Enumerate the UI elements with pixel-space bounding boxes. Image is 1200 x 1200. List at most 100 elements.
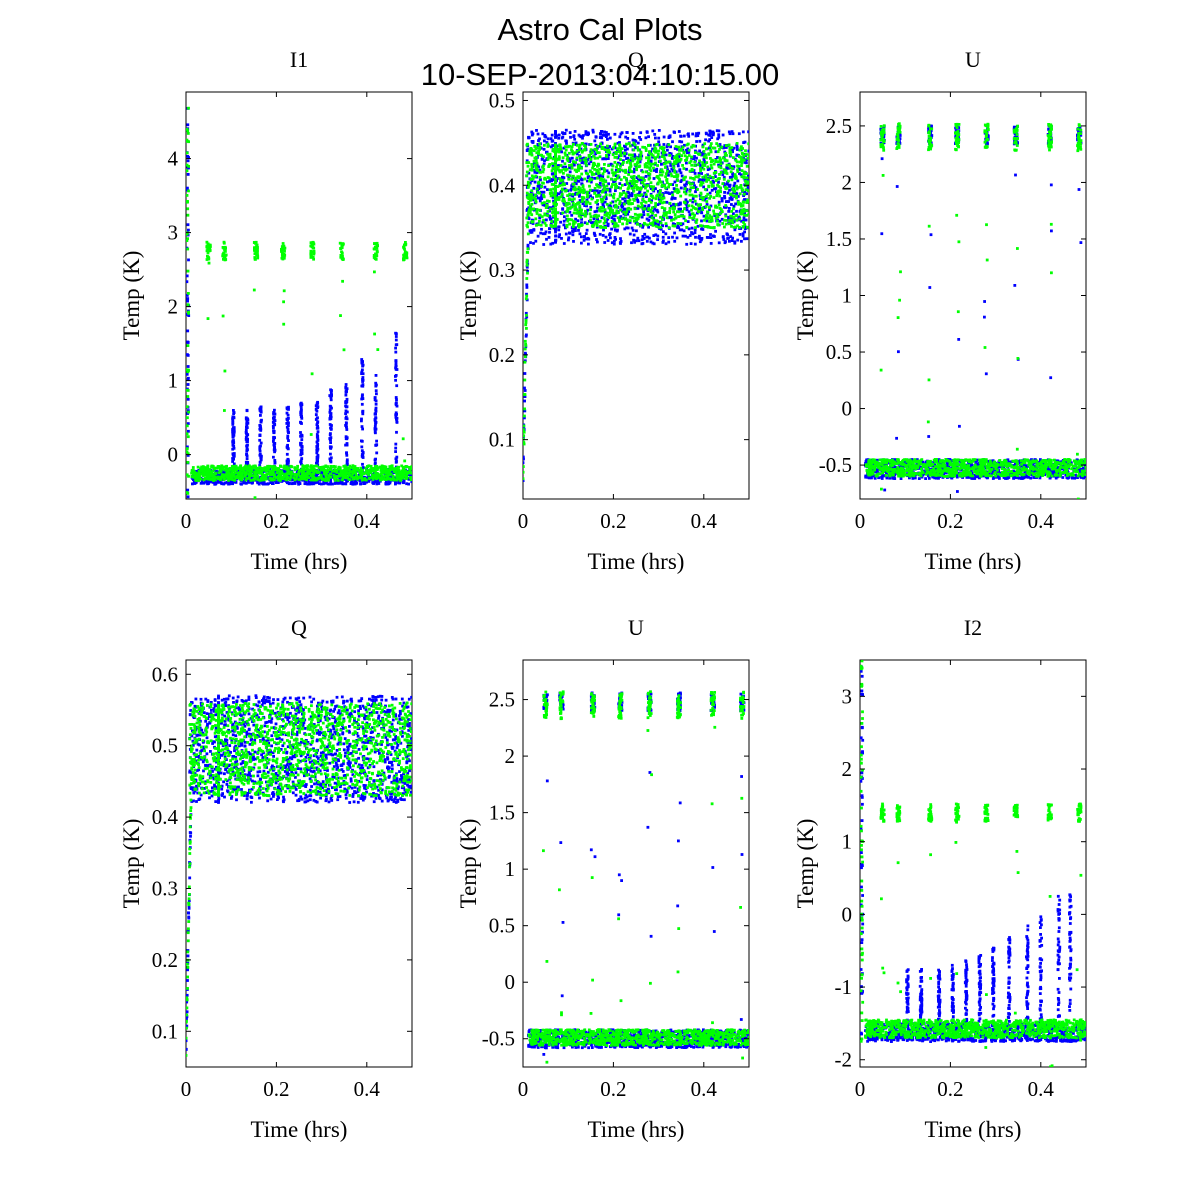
data-point-blue	[548, 230, 551, 234]
data-point-green	[747, 153, 749, 157]
data-point-blue	[374, 402, 378, 406]
data-point-green	[635, 166, 638, 170]
data-point-green	[304, 475, 308, 479]
data-point-blue	[315, 458, 319, 461]
data-point-blue	[525, 315, 529, 319]
data-point-blue	[328, 408, 332, 411]
data-point-green	[228, 467, 232, 470]
data-point-green	[688, 189, 692, 193]
data-point-green	[207, 249, 211, 253]
data-point-green	[264, 476, 268, 479]
data-point-blue	[708, 146, 711, 150]
data-point-blue	[669, 164, 673, 167]
data-point-green	[372, 254, 376, 257]
data-point-green	[636, 157, 640, 161]
data-point-blue	[557, 192, 561, 196]
data-point-green	[701, 164, 705, 168]
data-point-blue	[374, 457, 377, 461]
data-point-blue	[312, 481, 315, 485]
data-point-green	[236, 471, 240, 475]
data-point-green	[526, 225, 529, 229]
data-point-green	[540, 215, 544, 219]
data-point-blue	[273, 415, 276, 419]
data-point-green	[208, 243, 212, 247]
data-point-green	[186, 452, 190, 456]
data-point-blue	[717, 129, 721, 133]
data-point-green	[250, 474, 253, 477]
data-point-green	[635, 188, 639, 191]
data-point-green	[705, 214, 708, 217]
data-point-blue	[737, 167, 741, 170]
data-point-green	[572, 211, 576, 215]
data-point-green	[297, 470, 301, 474]
data-point-green	[716, 150, 720, 154]
data-point-green	[388, 473, 392, 477]
data-point-green	[552, 207, 555, 210]
data-point-green	[540, 185, 543, 188]
data-point-blue	[374, 406, 378, 410]
data-point-green	[234, 467, 238, 470]
data-point-blue	[611, 222, 615, 225]
data-point-green	[584, 202, 588, 206]
data-point-blue	[626, 137, 630, 140]
data-point-blue	[660, 162, 663, 166]
data-point-green	[268, 469, 272, 473]
data-point-green	[525, 224, 529, 227]
data-point-blue	[608, 232, 612, 235]
data-point-green	[319, 466, 323, 469]
data-point-green	[523, 378, 527, 382]
data-point-blue	[574, 141, 578, 145]
data-point-blue	[727, 200, 731, 203]
data-point-blue	[657, 140, 661, 144]
data-point-blue	[571, 199, 574, 203]
data-point-green	[348, 478, 352, 481]
data-point-green	[223, 246, 227, 249]
data-point-blue	[709, 242, 713, 245]
data-point-blue	[581, 157, 584, 160]
data-point-green	[694, 221, 698, 224]
data-point-blue	[247, 481, 251, 484]
data-point-blue	[567, 238, 570, 242]
data-point-green	[297, 472, 300, 476]
data-point-blue	[353, 482, 357, 486]
data-point-green	[282, 475, 286, 478]
data-point-green	[530, 153, 534, 157]
data-point-green	[634, 196, 638, 199]
data-point-green	[338, 472, 341, 476]
data-point-blue	[557, 225, 561, 229]
data-point-blue	[670, 191, 674, 194]
data-point-blue	[314, 472, 317, 476]
data-point-green	[269, 473, 272, 477]
data-point-green	[584, 200, 588, 204]
data-point-green	[709, 180, 713, 184]
data-point-green	[523, 430, 526, 434]
data-point-green	[329, 475, 333, 479]
data-point-green	[350, 475, 354, 478]
data-point-blue	[245, 462, 248, 466]
data-point-green	[654, 224, 658, 228]
data-point-green	[206, 242, 210, 246]
data-point-blue	[258, 438, 262, 442]
data-point-blue	[612, 180, 615, 183]
data-point-green	[632, 141, 636, 145]
data-point-green	[333, 468, 337, 472]
data-point-blue	[624, 145, 627, 149]
data-point-blue	[273, 459, 277, 462]
data-point-green	[357, 476, 360, 479]
data-point-blue	[621, 197, 625, 201]
data-point-blue	[680, 228, 684, 232]
data-point-blue	[536, 196, 540, 200]
data-point-green	[527, 194, 531, 197]
data-point-blue	[652, 221, 656, 225]
data-point-green	[730, 146, 734, 149]
data-point-blue	[655, 170, 658, 173]
data-point-green	[363, 478, 367, 481]
data-point-green	[532, 149, 536, 153]
data-point-green	[196, 474, 200, 478]
data-point-green	[388, 469, 392, 473]
data-point-blue	[372, 482, 375, 485]
data-point-blue	[740, 219, 743, 223]
data-point-green	[186, 269, 190, 273]
data-point-green	[618, 218, 621, 222]
